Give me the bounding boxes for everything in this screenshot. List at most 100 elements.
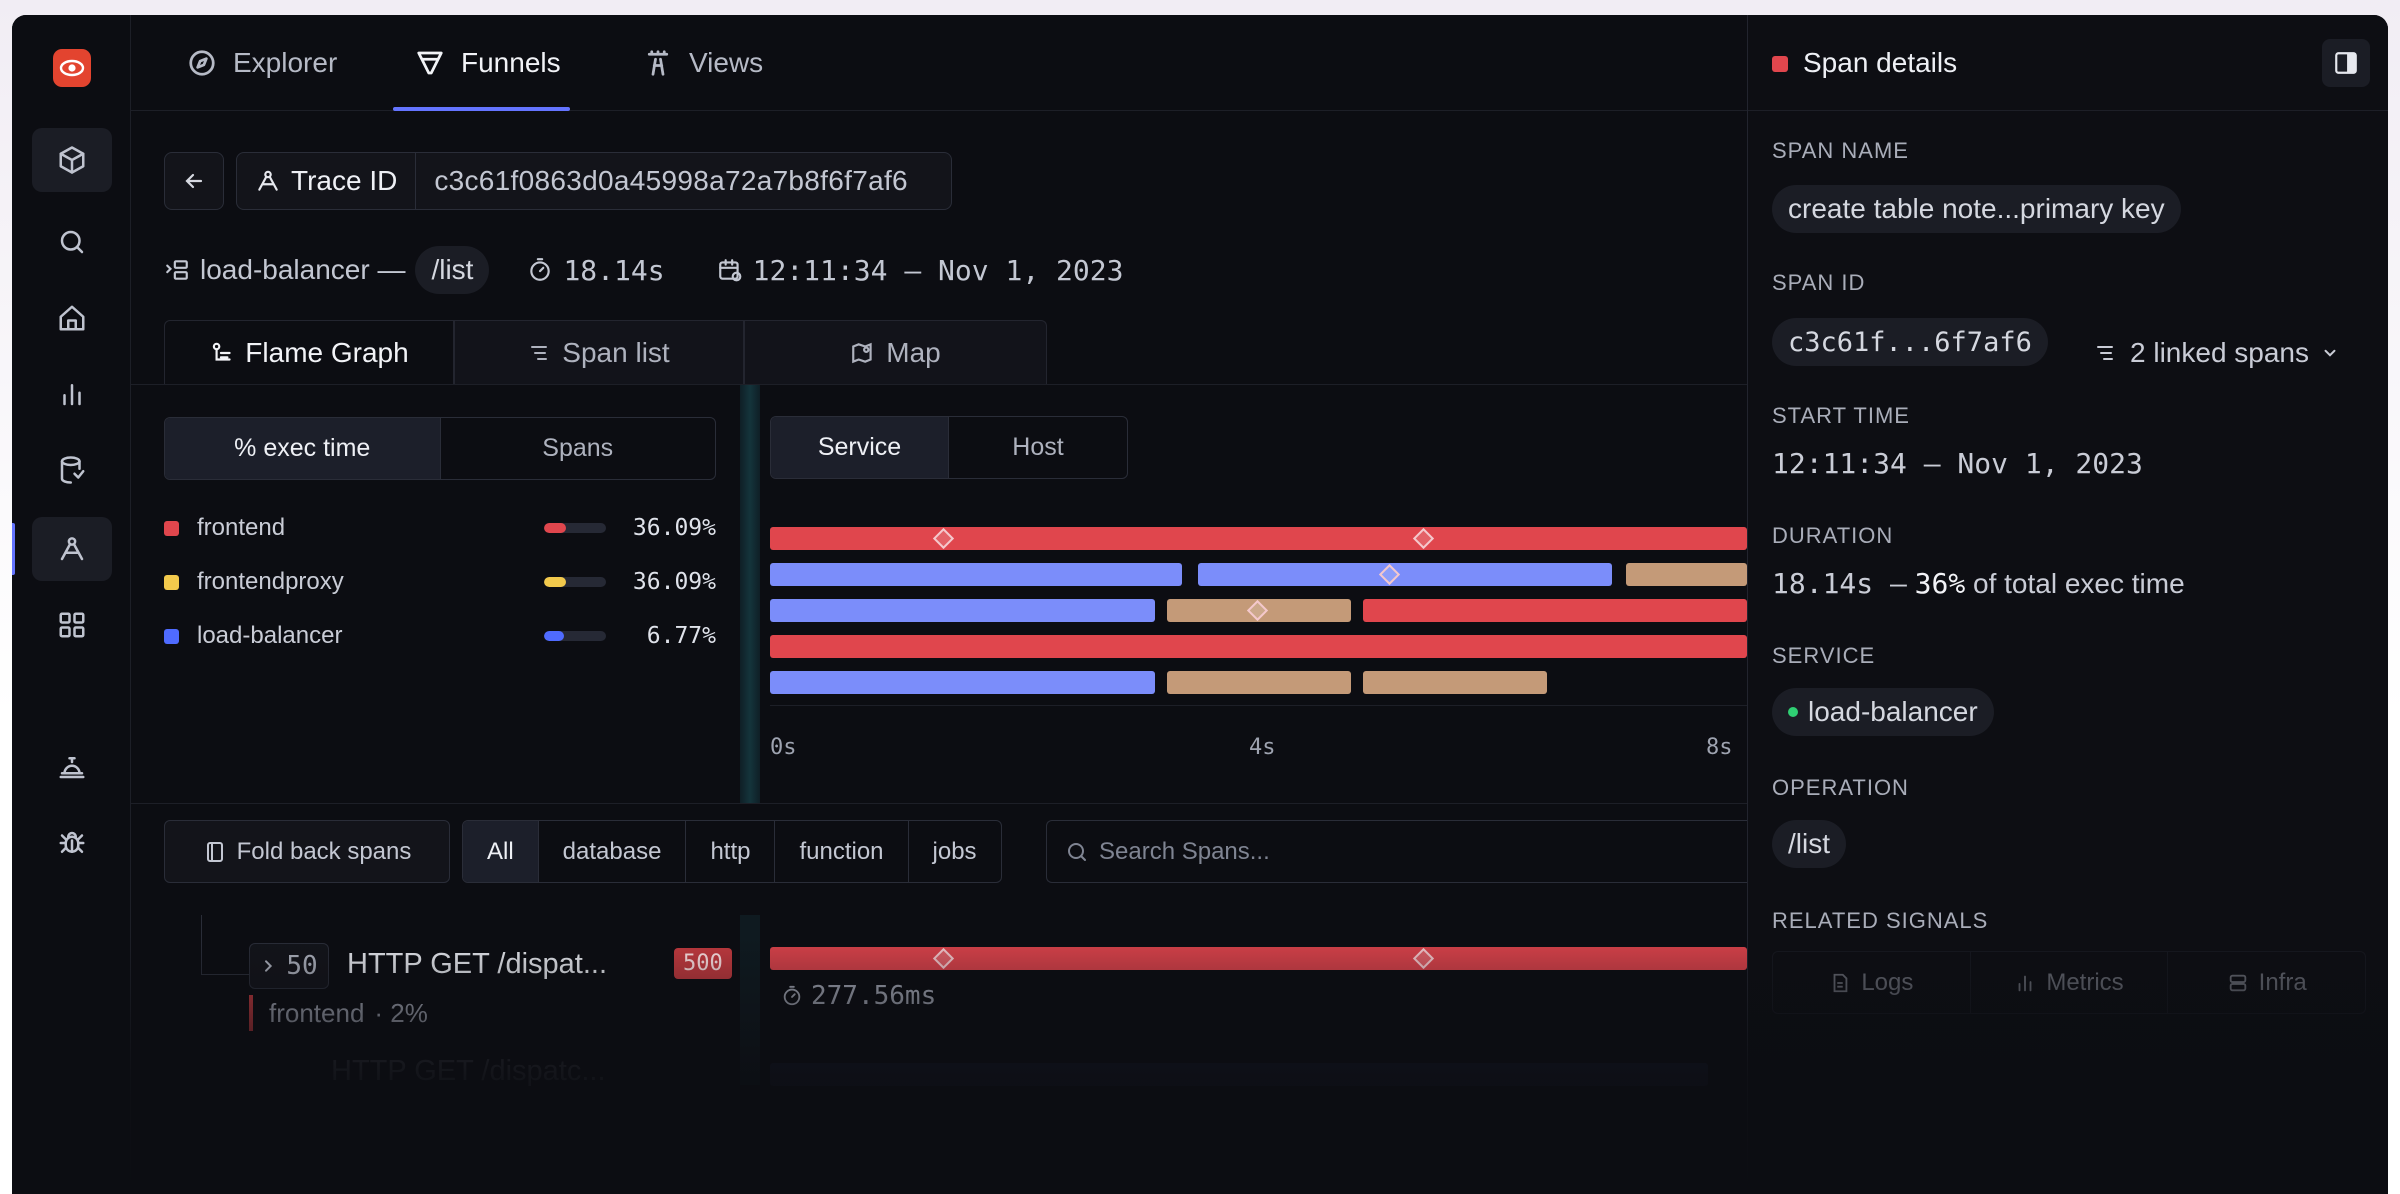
flame-bar[interactable]	[1198, 563, 1612, 586]
filter-http[interactable]: http	[685, 821, 774, 882]
tower-icon	[647, 50, 669, 76]
service-pill[interactable]: load-balancer	[1772, 688, 1994, 736]
bug-icon[interactable]	[32, 811, 112, 875]
span-duration: 277.56ms	[781, 981, 936, 1011]
left-rail	[12, 15, 131, 1194]
filter-all[interactable]: All	[463, 821, 538, 882]
service-row[interactable]: load-balancer 6.77%	[164, 616, 716, 656]
flame-bar[interactable]	[1626, 563, 1747, 586]
toggle-panel-button[interactable]	[2322, 39, 2370, 87]
filter-database[interactable]: database	[537, 821, 686, 882]
tab-funnels[interactable]: Funnels	[415, 15, 561, 111]
stopwatch-icon	[530, 258, 551, 281]
route-pill[interactable]: /list	[415, 246, 490, 294]
tab-funnels-label: Funnels	[461, 47, 561, 78]
flame-bar[interactable]	[770, 635, 1747, 658]
trace-duration: 18.14s	[527, 254, 665, 287]
flame-bar[interactable]	[770, 563, 1182, 586]
tab-views[interactable]: Views	[643, 15, 763, 111]
service-row[interactable]: frontend 36.09%	[164, 508, 716, 548]
search-spans-input[interactable]: Search Spans...	[1046, 820, 1747, 883]
filter-function[interactable]: function	[774, 821, 907, 882]
flame-bar[interactable]	[1363, 671, 1547, 694]
signal-metrics-button[interactable]: Metrics	[1969, 952, 2168, 1013]
mode-spans[interactable]: Spans	[439, 418, 716, 479]
linked-spans-dropdown[interactable]: 2 linked spans	[2094, 337, 2339, 369]
tab-explorer[interactable]: Explorer	[187, 15, 337, 111]
flame-bar[interactable]	[1167, 671, 1351, 694]
mode-service[interactable]: Service	[771, 417, 949, 478]
package-icon[interactable]	[32, 128, 112, 192]
start-time-value: 12:11:34 — Nov 1, 2023	[1772, 447, 2143, 480]
database-icon[interactable]	[32, 438, 112, 502]
grid-icon[interactable]	[32, 593, 112, 657]
back-button[interactable]	[164, 152, 224, 210]
axis-tick-label: 0s	[770, 735, 797, 760]
resize-handle[interactable]	[740, 385, 760, 803]
service-name: load-balancer	[197, 622, 343, 649]
fold-back-spans-button[interactable]: Fold back spans	[164, 820, 450, 883]
mode-exec-time[interactable]: % exec time	[165, 418, 440, 479]
operation-pill[interactable]: /list	[1772, 820, 1846, 868]
expand-span-button[interactable]: 50	[249, 943, 329, 989]
related-signals: Logs Metrics Infra	[1772, 951, 2366, 1014]
bar-chart-icon[interactable]	[32, 362, 112, 426]
tab-map[interactable]: Map	[744, 320, 1047, 385]
signal-logs-button[interactable]: Logs	[1773, 952, 1970, 1013]
mode-host[interactable]: Host	[1012, 433, 1064, 461]
flame-bar[interactable]	[770, 599, 1155, 622]
list-icon	[531, 346, 548, 360]
filter-jobs[interactable]: jobs	[907, 821, 1001, 882]
flame-bar[interactable]	[1363, 599, 1747, 622]
service-name: frontend	[197, 514, 286, 541]
top-nav: Explorer Funnels Views	[131, 15, 1747, 111]
rail-active-marker	[12, 523, 15, 575]
tab-span-list[interactable]: Span list	[454, 320, 744, 385]
span-id-pill[interactable]: c3c61f...6f7af6	[1772, 318, 2048, 366]
trace-id-value[interactable]: c3c61f0863d0a45998a72a7b8f6f7af6	[434, 165, 908, 196]
span-name-pill[interactable]: create table note...primary key	[1772, 185, 2181, 233]
span-service: frontend · 2%	[249, 995, 428, 1031]
duration-pct: 36%	[1914, 567, 1966, 600]
home-icon[interactable]	[32, 286, 112, 350]
search-icon[interactable]	[32, 210, 112, 274]
signal-metrics-label: Metrics	[2046, 968, 2124, 996]
section-separator	[131, 803, 1747, 804]
span-title: HTTP GET /dispat...	[347, 948, 608, 980]
traces-icon[interactable]	[32, 517, 112, 581]
tab-flame-graph-label: Flame Graph	[245, 337, 409, 368]
app-window: Explorer Funnels Views Trace ID c3c61f08…	[12, 15, 2388, 1194]
related-signals-label: RELATED SIGNALS	[1772, 908, 1989, 933]
span-timeline-bar[interactable]	[770, 947, 1747, 970]
chevron-right-icon	[265, 960, 273, 972]
flame-graph-icon	[213, 342, 231, 361]
flame-graph	[770, 510, 1747, 730]
span-id-label: SPAN ID	[1772, 270, 1866, 295]
service-pct: 6.77%	[646, 623, 716, 649]
signal-infra-button[interactable]: Infra	[2167, 952, 2365, 1013]
server-icon	[2229, 974, 2246, 991]
tab-flame-graph[interactable]: Flame Graph	[164, 320, 454, 385]
arrow-left-icon	[185, 173, 203, 189]
bell-icon[interactable]	[32, 735, 112, 799]
span-row[interactable]: HTTP GET /dispatc...	[131, 1055, 1747, 1095]
service-pct: 36.09%	[632, 569, 716, 595]
sidebar-toggle-icon	[2335, 52, 2357, 74]
flame-bar[interactable]	[1167, 599, 1351, 622]
flame-bar[interactable]	[770, 527, 1747, 550]
active-tab-underline	[393, 107, 570, 111]
service-row[interactable]: frontendproxy 36.09%	[164, 562, 716, 602]
duration-label: DURATION	[1772, 523, 1894, 548]
panel-header: Span details	[1748, 15, 2388, 111]
child-span-count: 50	[286, 951, 318, 981]
trace-service-name: load-balancer —	[200, 254, 406, 285]
tab-map-label: Map	[886, 337, 941, 368]
span-color-dot	[1772, 56, 1788, 72]
flame-bar[interactable]	[770, 671, 1155, 694]
span-tree-line	[201, 915, 249, 975]
duration-time: 18.14s —	[1772, 567, 1907, 600]
service-name: frontendproxy	[197, 568, 344, 595]
logo-eye-icon[interactable]	[53, 49, 91, 87]
trace-service: load-balancer — /list	[164, 246, 490, 294]
axis-tick-label: 4s	[1249, 735, 1276, 760]
